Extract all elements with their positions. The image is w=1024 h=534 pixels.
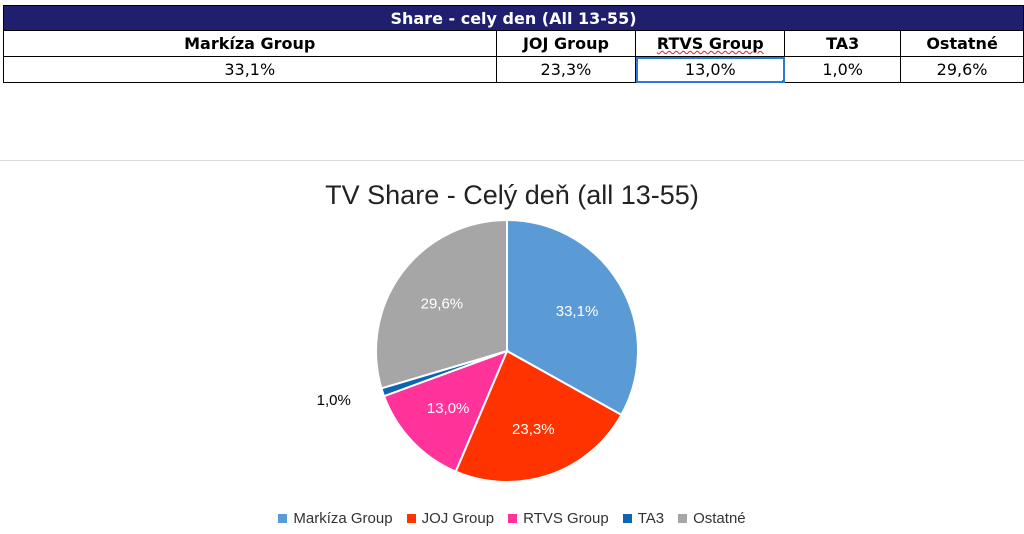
legend-item-rtvs[interactable]: RTVS Group bbox=[508, 510, 609, 527]
pie-slice-markiza[interactable] bbox=[506, 218, 639, 417]
legend-label-ta3: TA3 bbox=[637, 510, 665, 527]
legend-item-joj[interactable]: JOJ Group bbox=[406, 510, 495, 527]
table-value-row: 33,1% 23,3% 13,0% 1,0% 29,6% bbox=[3, 57, 1024, 83]
legend-label-joj: JOJ Group bbox=[421, 510, 495, 527]
pie-slice-joj[interactable] bbox=[454, 349, 623, 483]
section-divider bbox=[0, 160, 1024, 161]
legend-item-ta3[interactable]: TA3 bbox=[622, 510, 665, 527]
value-ta3[interactable]: 1,0% bbox=[785, 57, 902, 83]
pie-label-ostatne: 29,6% bbox=[421, 295, 464, 312]
value-markiza[interactable]: 33,1% bbox=[4, 57, 497, 83]
chart-title: TV Share - Celý deň (all 13-55) bbox=[325, 180, 699, 210]
value-joj[interactable]: 23,3% bbox=[496, 57, 637, 83]
pie-label-ta3: 1,0% bbox=[317, 392, 351, 409]
share-table: Share - cely den (All 13-55) Markíza Gro… bbox=[3, 5, 1024, 83]
pie-label-rtvs: 13,0% bbox=[427, 400, 470, 417]
chart-legend: Markíza Group JOJ Group RTVS Group TA3 O… bbox=[0, 510, 1024, 527]
legend-swatch-ta3 bbox=[622, 514, 632, 523]
pie-slice-rtvs[interactable] bbox=[382, 349, 509, 473]
header-rtvs-label: RTVS Group bbox=[656, 34, 764, 53]
table-header-row: Markíza Group JOJ Group RTVS Group TA3 O… bbox=[3, 31, 1024, 57]
table-title: Share - cely den (All 13-55) bbox=[3, 5, 1024, 31]
legend-swatch-joj bbox=[406, 514, 416, 523]
header-rtvs[interactable]: RTVS Group bbox=[636, 31, 786, 57]
header-joj[interactable]: JOJ Group bbox=[496, 31, 637, 57]
legend-item-ostatne[interactable]: Ostatné bbox=[678, 510, 746, 527]
legend-label-markiza: Markíza Group bbox=[293, 510, 393, 527]
legend-swatch-markiza bbox=[278, 514, 288, 523]
pie-label-joj: 23,3% bbox=[512, 421, 555, 438]
pie-label-markiza: 33,1% bbox=[556, 303, 599, 320]
value-rtvs-selected-cell[interactable]: 13,0% bbox=[636, 57, 786, 83]
header-ta3[interactable]: TA3 bbox=[785, 31, 902, 57]
legend-item-markiza[interactable]: Markíza Group bbox=[278, 510, 393, 527]
legend-label-ostatne: Ostatné bbox=[693, 510, 746, 527]
header-markiza[interactable]: Markíza Group bbox=[4, 31, 497, 57]
legend-label-rtvs: RTVS Group bbox=[523, 510, 609, 527]
pie-slice-ostatne[interactable] bbox=[375, 218, 508, 390]
legend-swatch-rtvs bbox=[508, 514, 518, 523]
legend-swatch-ostatne bbox=[678, 514, 688, 523]
